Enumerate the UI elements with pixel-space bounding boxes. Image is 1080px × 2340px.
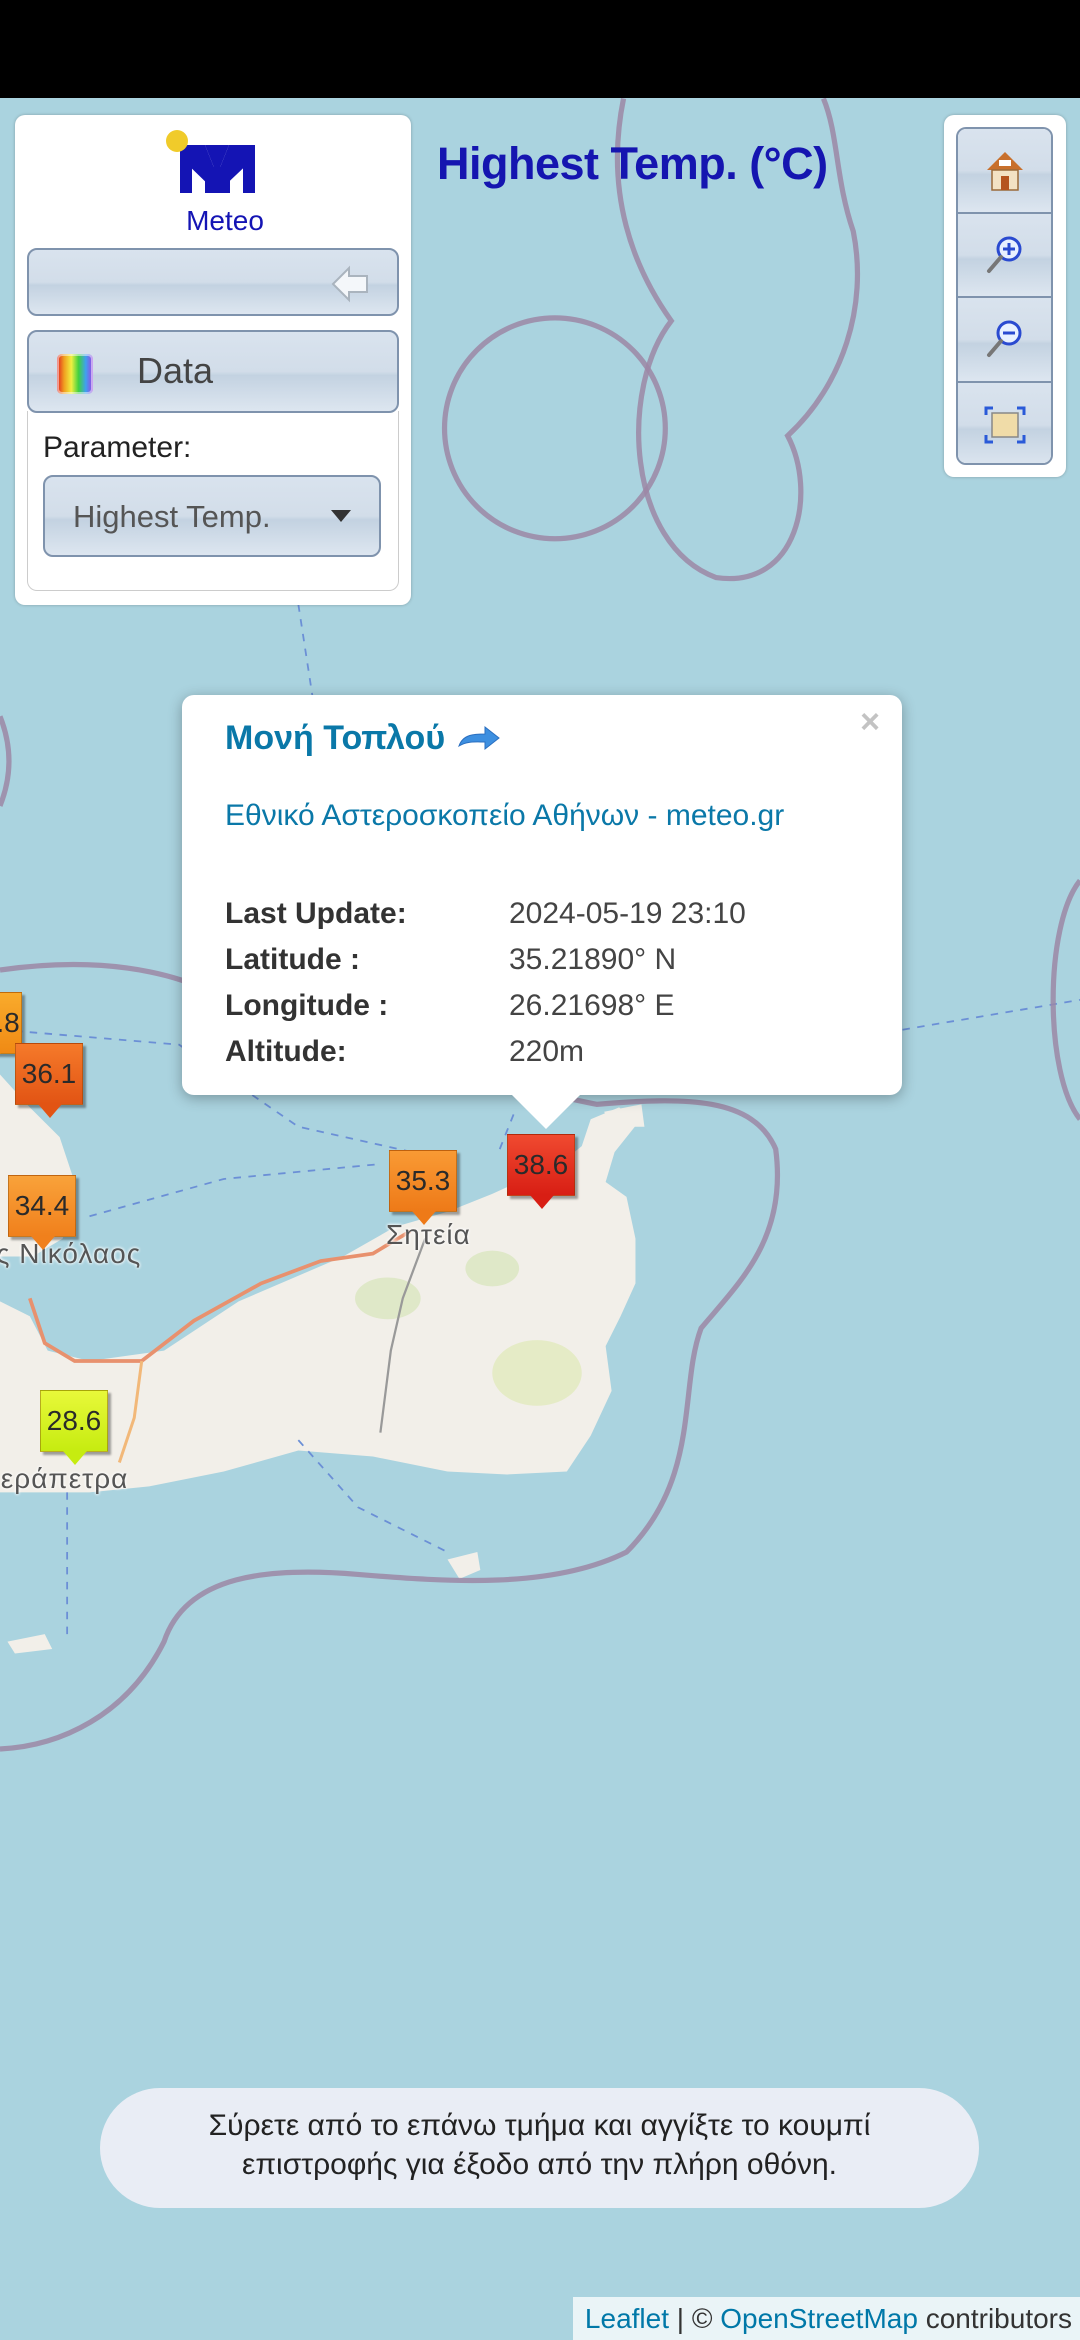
parameter-select[interactable]: Highest Temp.	[43, 475, 381, 557]
station-popup: × Μονή Τοπλού Εθνικό Αστεροσκοπείο Αθήνω…	[182, 695, 902, 1095]
logo-text: Meteo	[186, 205, 264, 236]
home-button[interactable]	[958, 129, 1051, 214]
zoom-out-icon	[986, 320, 1021, 358]
map-attribution: Leaflet | © OpenStreetMap contributors	[572, 2297, 1080, 2340]
zoom-out-button[interactable]	[958, 298, 1051, 383]
fullscreen-toast: Σύρετε από το επάνω τμήμα και αγγίξτε το…	[100, 2088, 979, 2208]
detail-value: 2024-05-19 23:10	[509, 897, 746, 930]
station-marker[interactable]: 28.6	[40, 1390, 108, 1465]
station-marker[interactable]: 34.4	[8, 1175, 76, 1250]
popup-close-button[interactable]: ×	[860, 703, 880, 741]
fullscreen-icon	[984, 406, 1025, 444]
popup-tip	[510, 1093, 582, 1129]
parameter-select-value: Highest Temp.	[73, 499, 271, 534]
islet	[7, 1634, 53, 1654]
islet	[604, 1104, 645, 1127]
detail-row-last-update: Last Update: 2024-05-19 23:10	[225, 891, 746, 937]
detail-row-latitude: Latitude : 35.21890° N	[225, 937, 746, 983]
main-road	[28, 1229, 412, 1363]
fullscreen-button[interactable]	[958, 382, 1051, 463]
home-icon	[986, 152, 1023, 191]
land-crete-east	[0, 1107, 639, 1493]
station-marker[interactable]: 35.3	[389, 1150, 457, 1225]
detail-row-altitude: Altitude: 220m	[225, 1029, 746, 1075]
popup-title-link[interactable]: Μονή Τοπλού	[225, 719, 501, 758]
detail-value: 35.21890° N	[509, 943, 677, 976]
marker-value: 34.4	[14, 1190, 70, 1221]
marker-value: 38.6	[513, 1149, 569, 1180]
dropdown-arrow-icon	[331, 510, 351, 522]
leaflet-link[interactable]: Leaflet	[584, 2303, 669, 2334]
map-tiles	[0, 98, 1080, 1752]
marker-value: 36.1	[21, 1058, 77, 1089]
arrow-right-icon	[458, 725, 500, 750]
toast-line: Σύρετε από το επάνω τμήμα και αγγίξτε το…	[208, 2109, 871, 2142]
osm-link[interactable]: OpenStreetMap	[720, 2303, 918, 2334]
place-label-ierapetra: Ιεράπετρα	[0, 1463, 129, 1494]
popup-source-link[interactable]: Εθνικό Αστεροσκοπείο Αθήνων - meteo.gr	[225, 799, 785, 832]
station-marker[interactable]: 36.1	[15, 1043, 83, 1118]
popup-details: Last Update: 2024-05-19 23:10 Latitude : 3…	[225, 891, 746, 1075]
map[interactable]: ς Νικόλαος Σητεία Ιεράπετρα .8 36.1 34.4…	[0, 98, 1080, 2340]
zoom-in-button[interactable]	[958, 213, 1051, 298]
back-arrow-icon	[331, 265, 368, 303]
detail-row-longitude: Longitude : 26.21698° E	[225, 983, 746, 1029]
station-name: Μονή Τοπλού	[225, 719, 446, 757]
collapse-panel-button[interactable]	[27, 248, 399, 316]
islet	[447, 1552, 481, 1579]
map-title: Highest Temp. (°C)	[437, 138, 828, 189]
parameter-label: Parameter:	[43, 431, 192, 464]
data-label: Data	[137, 350, 214, 391]
road	[379, 1238, 427, 1433]
ferry-routes	[0, 604, 1080, 1642]
detail-value: 26.21698° E	[509, 989, 675, 1022]
station-marker-selected[interactable]: 38.6	[507, 1134, 575, 1209]
zoom-in-icon	[986, 236, 1021, 273]
detail-label: Last Update:	[225, 897, 407, 930]
road	[117, 1360, 144, 1463]
control-panel: Meteo Data Parameter: Highest Temp.	[15, 115, 411, 605]
marker-value: 28.6	[46, 1405, 102, 1436]
detail-label: Latitude :	[225, 943, 360, 976]
status-bar	[0, 0, 1080, 98]
attribution-suffix: contributors	[917, 2303, 1072, 2334]
detail-label: Longitude :	[225, 989, 389, 1022]
rainbow-palette-icon	[57, 354, 93, 394]
toast-line: επιστροφής για έξοδο από την πλήρη οθόνη…	[241, 2148, 837, 2181]
marker-value: .8	[0, 1007, 20, 1038]
meteo-logo: Meteo	[165, 127, 290, 237]
attribution-separator: | ©	[669, 2303, 721, 2334]
data-subpanel	[27, 411, 399, 591]
map-controls	[944, 115, 1066, 477]
station-marker[interactable]: .8	[0, 992, 22, 1067]
place-label-agios-nikolaos: ς Νικόλαος	[0, 1238, 142, 1269]
detail-value: 220m	[509, 1035, 585, 1068]
marker-value: 35.3	[395, 1165, 451, 1196]
data-button[interactable]: Data	[27, 330, 399, 413]
detail-label: Altitude:	[225, 1035, 347, 1068]
